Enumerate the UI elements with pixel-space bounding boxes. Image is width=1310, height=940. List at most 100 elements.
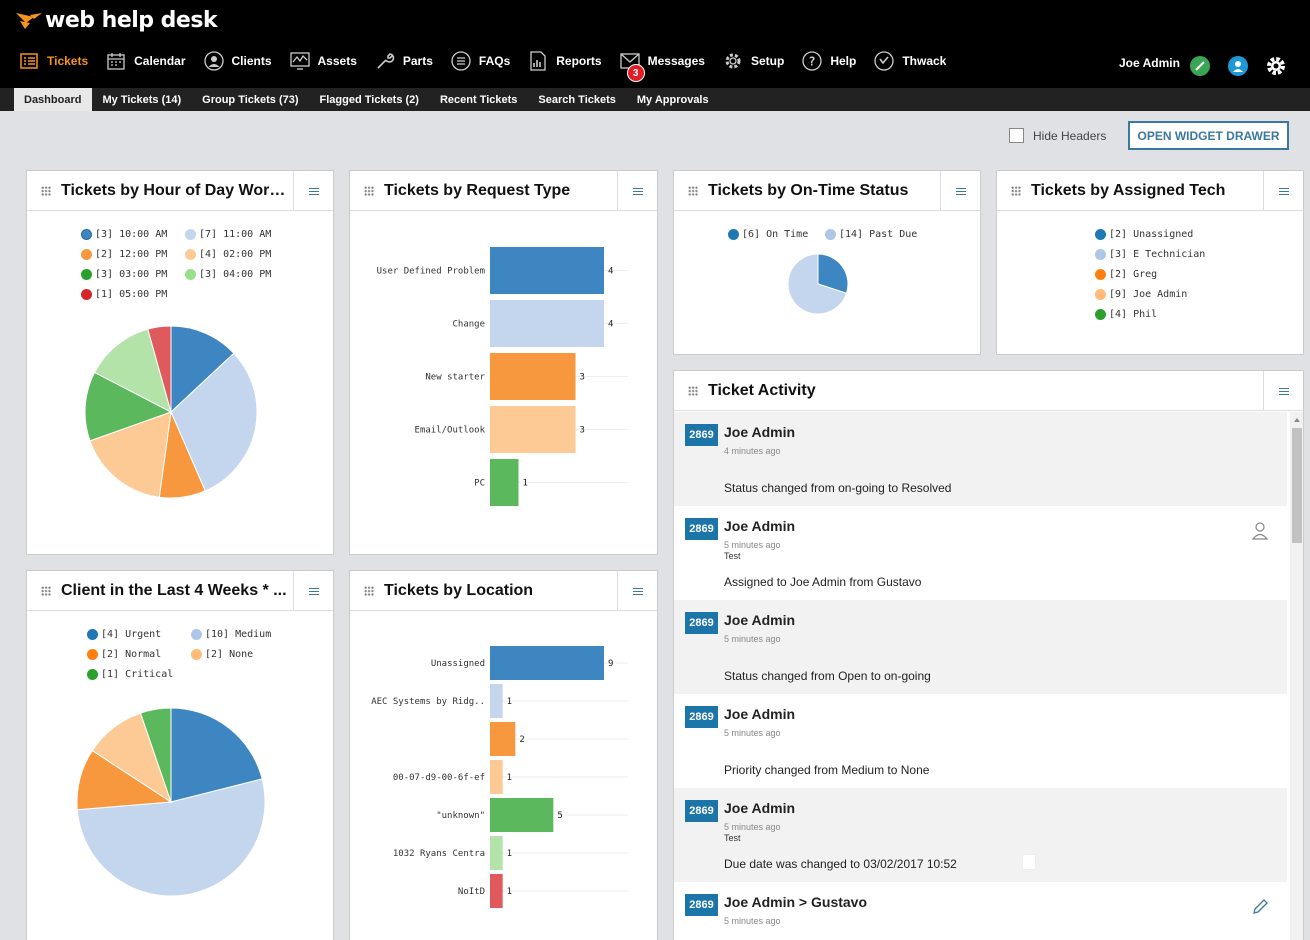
tab-recent-tickets[interactable]: Recent Tickets [439, 94, 518, 106]
pie-slice[interactable] [170, 707, 263, 803]
widget-menu-button[interactable] [940, 171, 980, 211]
activity-item[interactable]: 2869 Joe Admin 5 minutes ago Status chan… [674, 600, 1287, 694]
bar[interactable] [490, 353, 576, 400]
activity-item[interactable]: 2869 Joe Admin 5 minutes ago Priority ch… [674, 694, 1287, 788]
legend-label: [4] Phil [1109, 309, 1158, 320]
bar[interactable] [490, 406, 576, 453]
ticket-number-badge[interactable]: 2869 [685, 706, 718, 728]
current-user[interactable]: Joe Admin [1119, 56, 1180, 70]
nav-tickets[interactable]: Tickets [18, 50, 88, 72]
hide-headers-checkbox[interactable] [1009, 128, 1024, 143]
nav-thwack[interactable]: Thwack [873, 50, 946, 72]
nav-setup[interactable]: Setup [722, 50, 784, 72]
nav-help[interactable]: ? Help [801, 50, 856, 72]
bar[interactable] [490, 836, 503, 870]
tab-search-tickets[interactable]: Search Tickets [538, 94, 616, 106]
bar[interactable] [490, 684, 503, 718]
legend-item[interactable]: [3] E Technician [1095, 249, 1205, 260]
nav-calendar[interactable]: Calendar [105, 50, 186, 72]
pie-slice[interactable] [170, 352, 258, 492]
bar[interactable] [490, 722, 516, 756]
legend-item[interactable]: [9] Joe Admin [1095, 289, 1187, 300]
legend-item[interactable]: [2] None [191, 649, 253, 660]
widget-menu-button[interactable] [617, 171, 657, 211]
tab-my-tickets[interactable]: My Tickets (14) [102, 94, 182, 106]
widget-menu-button[interactable] [1263, 371, 1303, 411]
legend-item[interactable]: [2] 12:00 PM [81, 249, 167, 260]
drag-handle-icon[interactable] [688, 185, 698, 196]
bar[interactable] [490, 760, 503, 794]
scroll-up-icon[interactable] [1290, 414, 1304, 426]
legend-item[interactable]: [3] 10:00 AM [81, 229, 167, 240]
legend-item[interactable]: [2] Normal [87, 649, 161, 660]
legend-item[interactable]: [4] Phil [1095, 309, 1157, 320]
legend-item[interactable]: [2] Unassigned [1095, 229, 1193, 240]
bar[interactable] [490, 247, 604, 294]
ticket-number-badge[interactable]: 2869 [685, 612, 718, 634]
tab-dashboard[interactable]: Dashboard [14, 88, 93, 111]
nav-reports[interactable]: Reports [527, 50, 602, 72]
nav-faqs[interactable]: FAQs [450, 50, 510, 72]
pie-slice[interactable] [76, 778, 266, 897]
pie-slice[interactable] [170, 325, 235, 414]
legend-swatch [728, 229, 739, 240]
legend-item[interactable]: [1] 05:00 PM [81, 289, 167, 300]
drag-handle-icon[interactable] [41, 185, 51, 196]
pie-slice[interactable] [817, 253, 849, 294]
activity-scrollbar[interactable] [1290, 412, 1304, 940]
pie-slice[interactable] [89, 411, 172, 498]
hide-headers-toggle[interactable]: Hide Headers [1009, 128, 1106, 143]
nav-assets[interactable]: Assets [289, 50, 357, 72]
legend-item[interactable]: [14] Past Due [825, 229, 917, 240]
legend-item[interactable]: [7] 11:00 AM [185, 229, 271, 240]
legend-item[interactable]: [4] Urgent [87, 629, 161, 640]
ticket-number-badge[interactable]: 2869 [685, 894, 718, 916]
legend-item[interactable]: [10] Medium [191, 629, 271, 640]
widget-menu-button[interactable] [293, 171, 333, 211]
bar[interactable] [490, 646, 604, 680]
widget-menu-button[interactable] [1263, 171, 1303, 211]
bar-value-label: 1 [507, 773, 512, 783]
widget-menu-button[interactable] [293, 571, 333, 611]
ticket-number-badge[interactable]: 2869 [685, 518, 718, 540]
legend-item[interactable]: [6] On Time [728, 229, 808, 240]
bar[interactable] [490, 874, 503, 908]
drag-handle-icon[interactable] [364, 185, 374, 196]
pie-slice[interactable] [84, 371, 173, 442]
app-logo[interactable]: web help desk [16, 8, 218, 33]
open-widget-drawer-button[interactable]: OPEN WIDGET DRAWER [1128, 121, 1289, 150]
tech-status-icon[interactable] [1190, 56, 1210, 76]
drag-handle-icon[interactable] [41, 585, 51, 596]
pie-slice[interactable] [93, 328, 172, 413]
tab-flagged-tickets[interactable]: Flagged Tickets (2) [319, 94, 419, 106]
tab-group-tickets[interactable]: Group Tickets (73) [202, 94, 299, 106]
nav-messages[interactable]: 3 Messages [619, 50, 705, 82]
scrollbar-thumb[interactable] [1292, 428, 1302, 543]
activity-item[interactable]: 2869 Joe Admin > Gustavo 5 minutes ago [674, 882, 1287, 940]
legend-item[interactable]: [1] Critical [87, 669, 173, 680]
pie-slice[interactable] [139, 707, 172, 803]
drag-handle-icon[interactable] [1011, 185, 1021, 196]
legend-item[interactable]: [4] 02:00 PM [185, 249, 271, 260]
legend-item[interactable]: [3] 03:00 PM [81, 269, 167, 280]
settings-gear-icon[interactable] [1265, 55, 1287, 77]
tab-my-approvals[interactable]: My Approvals [636, 94, 709, 106]
bar[interactable] [490, 300, 604, 347]
nav-clients[interactable]: Clients [203, 50, 272, 72]
bar[interactable] [490, 459, 519, 506]
drag-handle-icon[interactable] [364, 585, 374, 596]
legend-item[interactable]: [3] 04:00 PM [185, 269, 271, 280]
bar[interactable] [490, 798, 554, 832]
drag-handle-icon[interactable] [688, 385, 698, 396]
pie-slice[interactable] [787, 253, 848, 315]
activity-item[interactable]: 2869 Joe Admin 4 minutes ago Status chan… [674, 412, 1287, 506]
activity-item[interactable]: 2869 Joe Admin 5 minutes ago Test Assign… [674, 506, 1287, 600]
pie-slice[interactable] [147, 325, 172, 413]
widget-menu-button[interactable] [617, 571, 657, 611]
profile-icon[interactable] [1228, 56, 1248, 76]
nav-parts[interactable]: Parts [374, 50, 433, 72]
activity-item[interactable]: 2869 Joe Admin 5 minutes ago Test Due da… [674, 788, 1287, 882]
legend-item[interactable]: [2] Greg [1095, 269, 1157, 280]
ticket-number-badge[interactable]: 2869 [685, 424, 718, 446]
ticket-number-badge[interactable]: 2869 [685, 800, 718, 822]
